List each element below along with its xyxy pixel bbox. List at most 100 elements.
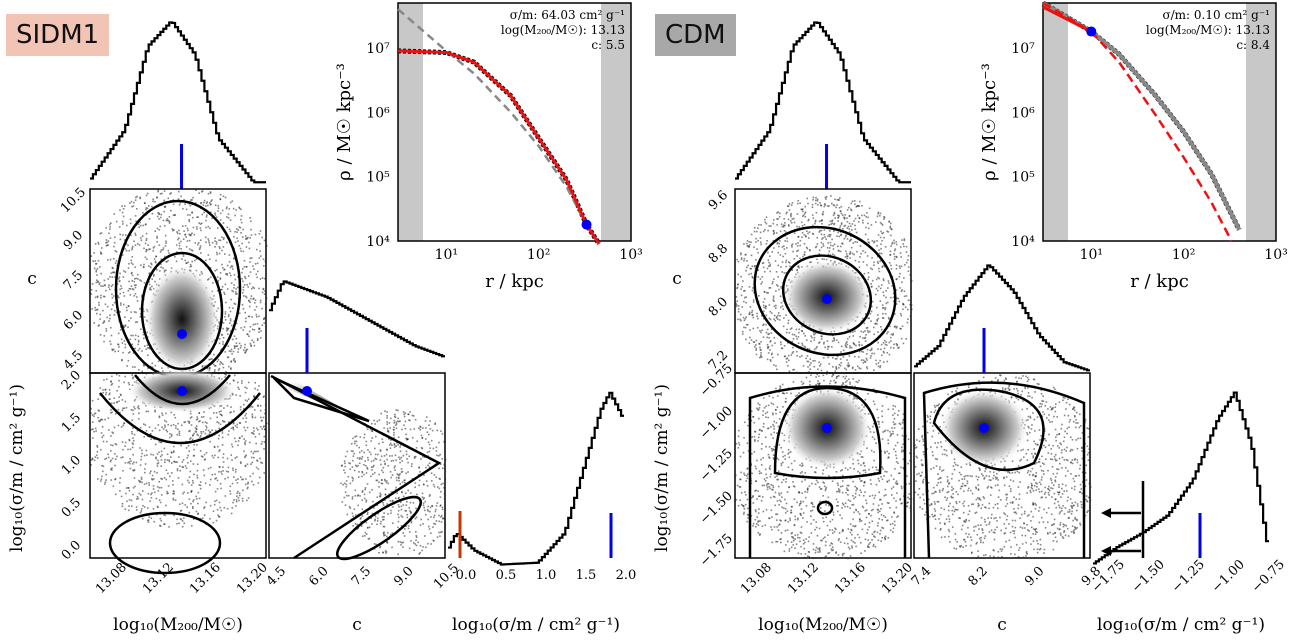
scatter-point bbox=[111, 375, 113, 378]
scatter-point bbox=[819, 551, 821, 553]
scatter-point bbox=[143, 263, 145, 266]
scatter-point bbox=[821, 219, 823, 222]
inset-r200-point bbox=[581, 219, 592, 230]
scatter-point bbox=[172, 424, 175, 426]
scatter-point bbox=[375, 458, 378, 460]
scatter-point bbox=[357, 476, 360, 478]
scatter-point bbox=[841, 502, 844, 505]
scatter-point bbox=[881, 239, 883, 242]
scatter-point bbox=[249, 257, 252, 260]
scatter-point bbox=[217, 369, 220, 371]
scatter-point bbox=[898, 275, 901, 278]
scatter-point bbox=[204, 365, 206, 367]
scatter-point bbox=[440, 521, 443, 523]
scatter-point bbox=[885, 302, 888, 305]
scatter-point bbox=[904, 264, 906, 266]
scatter-point bbox=[343, 496, 346, 499]
scatter-point bbox=[827, 496, 830, 499]
scatter-point bbox=[802, 214, 805, 216]
scatter-point bbox=[165, 261, 168, 263]
scatter-point bbox=[866, 211, 868, 214]
scatter-point bbox=[199, 436, 201, 439]
scatter-point bbox=[110, 384, 113, 386]
scatter-point bbox=[109, 223, 111, 226]
scatter-point bbox=[780, 492, 783, 495]
scatter-point bbox=[844, 381, 847, 384]
scatter-point bbox=[886, 301, 889, 304]
scatter-point bbox=[244, 320, 247, 323]
scatter-point bbox=[878, 249, 880, 251]
scatter-point bbox=[895, 241, 897, 243]
scatter-point bbox=[136, 208, 138, 210]
scatter-point bbox=[832, 513, 835, 516]
scatter-point bbox=[777, 353, 779, 356]
scatter-point bbox=[812, 224, 814, 227]
scatter-point bbox=[440, 483, 443, 486]
scatter-point bbox=[442, 517, 444, 520]
scatter-point bbox=[110, 381, 112, 383]
scatter-point bbox=[865, 226, 867, 229]
scatter-point bbox=[393, 434, 395, 436]
scatter-point bbox=[133, 477, 136, 479]
scatter-point bbox=[884, 312, 887, 315]
scatter-point bbox=[758, 343, 761, 345]
scatter-point bbox=[890, 474, 893, 477]
scatter-point bbox=[150, 438, 153, 441]
scatter-point bbox=[738, 429, 740, 432]
scatter-point bbox=[763, 310, 765, 313]
scatter-point bbox=[415, 536, 418, 539]
scatter-point bbox=[763, 270, 766, 273]
scatter-point bbox=[387, 513, 389, 515]
scatter-point bbox=[830, 548, 833, 550]
scatter-point bbox=[135, 321, 137, 323]
scatter-point bbox=[365, 533, 368, 535]
scatter-point bbox=[185, 262, 188, 265]
scatter-point bbox=[786, 240, 789, 243]
scatter-point bbox=[750, 515, 753, 517]
scatter-point bbox=[877, 524, 879, 527]
scatter-point bbox=[232, 268, 234, 270]
scatter-point bbox=[159, 455, 162, 458]
scatter-point bbox=[124, 271, 127, 273]
scatter-point bbox=[123, 340, 126, 342]
scatter-point bbox=[871, 300, 874, 303]
scatter-point bbox=[422, 498, 425, 500]
scatter-point bbox=[158, 429, 161, 432]
scatter-point bbox=[235, 479, 237, 481]
scatter-point bbox=[772, 437, 774, 439]
scatter-point bbox=[126, 224, 128, 227]
scatter-point bbox=[212, 521, 215, 524]
scatter-point bbox=[850, 229, 853, 231]
scatter-point bbox=[875, 363, 878, 365]
scatter-point bbox=[103, 279, 106, 282]
scatter-point bbox=[102, 309, 104, 312]
scatter-point bbox=[176, 232, 179, 235]
scatter-point bbox=[94, 243, 97, 245]
scatter-point bbox=[173, 214, 176, 217]
scatter-point bbox=[898, 265, 901, 267]
scatter-point bbox=[438, 531, 440, 534]
scatter-point bbox=[910, 280, 913, 282]
scatter-point bbox=[264, 290, 266, 292]
scatter-point bbox=[867, 371, 869, 374]
scatter-point bbox=[136, 300, 139, 302]
scatter-point bbox=[190, 490, 193, 492]
scatter-point bbox=[173, 461, 176, 463]
scatter-point bbox=[409, 428, 412, 431]
scatter-point bbox=[255, 450, 257, 453]
scatter-point bbox=[785, 331, 788, 334]
scatter-point bbox=[216, 508, 219, 511]
scatter-point bbox=[125, 243, 128, 245]
scatter-point bbox=[256, 459, 258, 462]
scatter-point bbox=[232, 307, 234, 309]
scatter-point bbox=[865, 215, 868, 218]
scatter-point bbox=[777, 478, 779, 481]
scatter-point bbox=[116, 296, 119, 298]
scatter-point bbox=[145, 482, 148, 485]
scatter-point bbox=[832, 357, 834, 359]
scatter-point bbox=[812, 519, 815, 521]
scatter-point bbox=[864, 251, 867, 254]
scatter-point bbox=[374, 519, 376, 522]
scatter-point bbox=[752, 341, 755, 343]
scatter-point bbox=[826, 340, 829, 342]
